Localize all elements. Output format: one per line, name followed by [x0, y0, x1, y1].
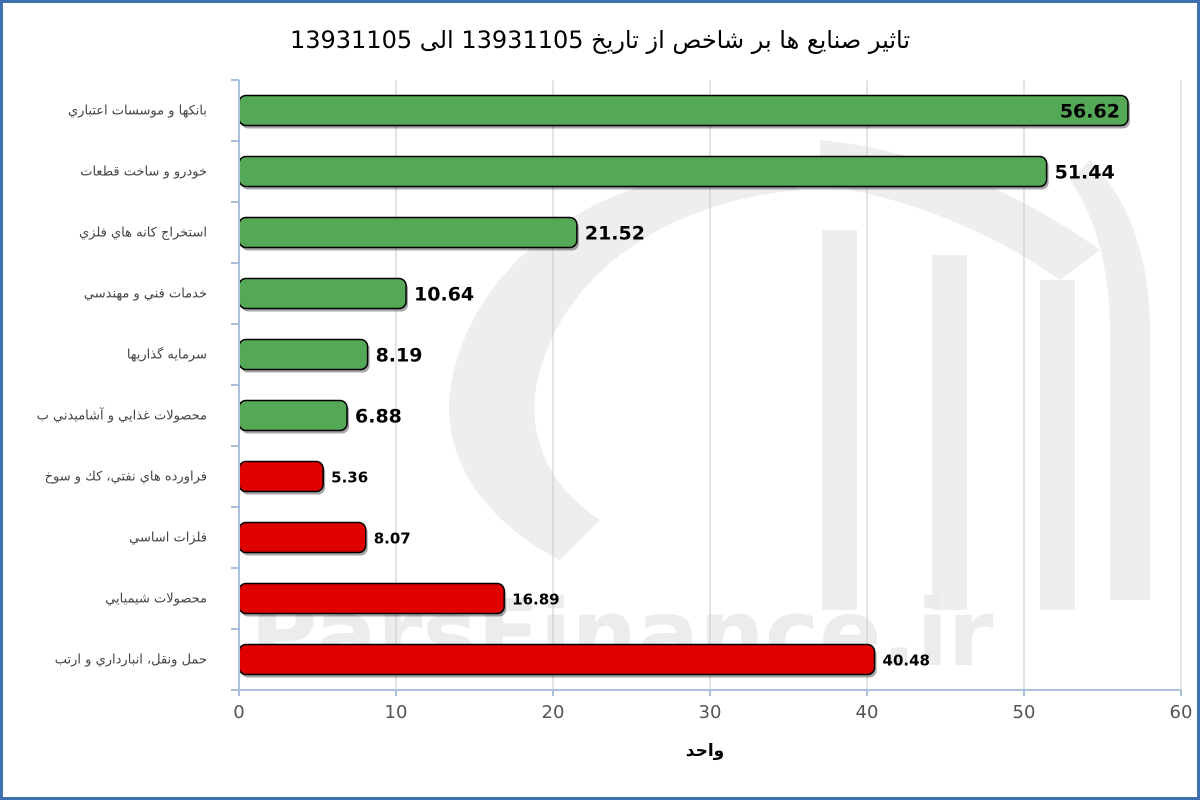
bars-group: 56.62 51.44 21.52 10.64 8.19 6.88 5.36 8.07 16.8…: [238, 94, 1130, 678]
bar: [238, 643, 876, 676]
bar: [238, 399, 348, 432]
category-label: بانكها و موسسات اعتباري: [68, 104, 207, 119]
data-label: 8.19: [376, 345, 423, 367]
data-label: 40.48: [883, 652, 930, 670]
category-label: خودرو و ساخت قطعات: [80, 165, 207, 180]
x-axis-title: واحد: [686, 741, 724, 761]
category-label: سرمايه گذاريها: [127, 347, 207, 363]
bar: [238, 94, 1129, 127]
data-label: 21.52: [585, 223, 645, 245]
data-label: 56.62: [1060, 101, 1120, 123]
data-label: 51.44: [1055, 162, 1115, 184]
x-tick-label: 50: [1013, 702, 1036, 723]
axes-group: 0 10 20 30 40 50 60 بانكها و موسسات اعتباري خودر…: [37, 79, 1193, 723]
bar: [238, 460, 324, 493]
category-label: فلزات اساسي: [129, 531, 207, 546]
bar: [238, 277, 407, 310]
bar: [238, 155, 1048, 188]
category-label: فراورده هاي نفتي، كك و سوخ: [45, 470, 207, 485]
category-label: حمل ونقل، انبارداري و ارتب: [55, 653, 207, 668]
data-label: 6.88: [355, 406, 402, 428]
bar: [238, 338, 369, 371]
data-label: 5.36: [331, 469, 368, 487]
x-tick-label: 20: [542, 702, 565, 723]
x-tick-label: 10: [385, 702, 408, 723]
data-label: 10.64: [414, 284, 474, 306]
category-label: استخراج كانه هاي فلزي: [79, 226, 207, 241]
bar: [238, 521, 367, 554]
data-label: 16.89: [512, 591, 559, 609]
x-tick-label: 60: [1170, 702, 1193, 723]
x-tick-label: 40: [856, 702, 879, 723]
category-label: خدمات فني و مهندسي: [84, 287, 207, 302]
x-tick-label: 0: [233, 702, 244, 723]
category-label: محصولات غذايي و آشاميدني ب: [37, 407, 207, 424]
chart-title: تاثير صنايع ها بر شاخص از تاريخ 13931105…: [290, 26, 910, 54]
x-tick-label: 30: [699, 702, 722, 723]
bar: [238, 582, 505, 615]
data-label: 8.07: [374, 530, 411, 548]
category-label: محصولات شيميايي: [105, 592, 207, 607]
bar: [238, 216, 578, 249]
